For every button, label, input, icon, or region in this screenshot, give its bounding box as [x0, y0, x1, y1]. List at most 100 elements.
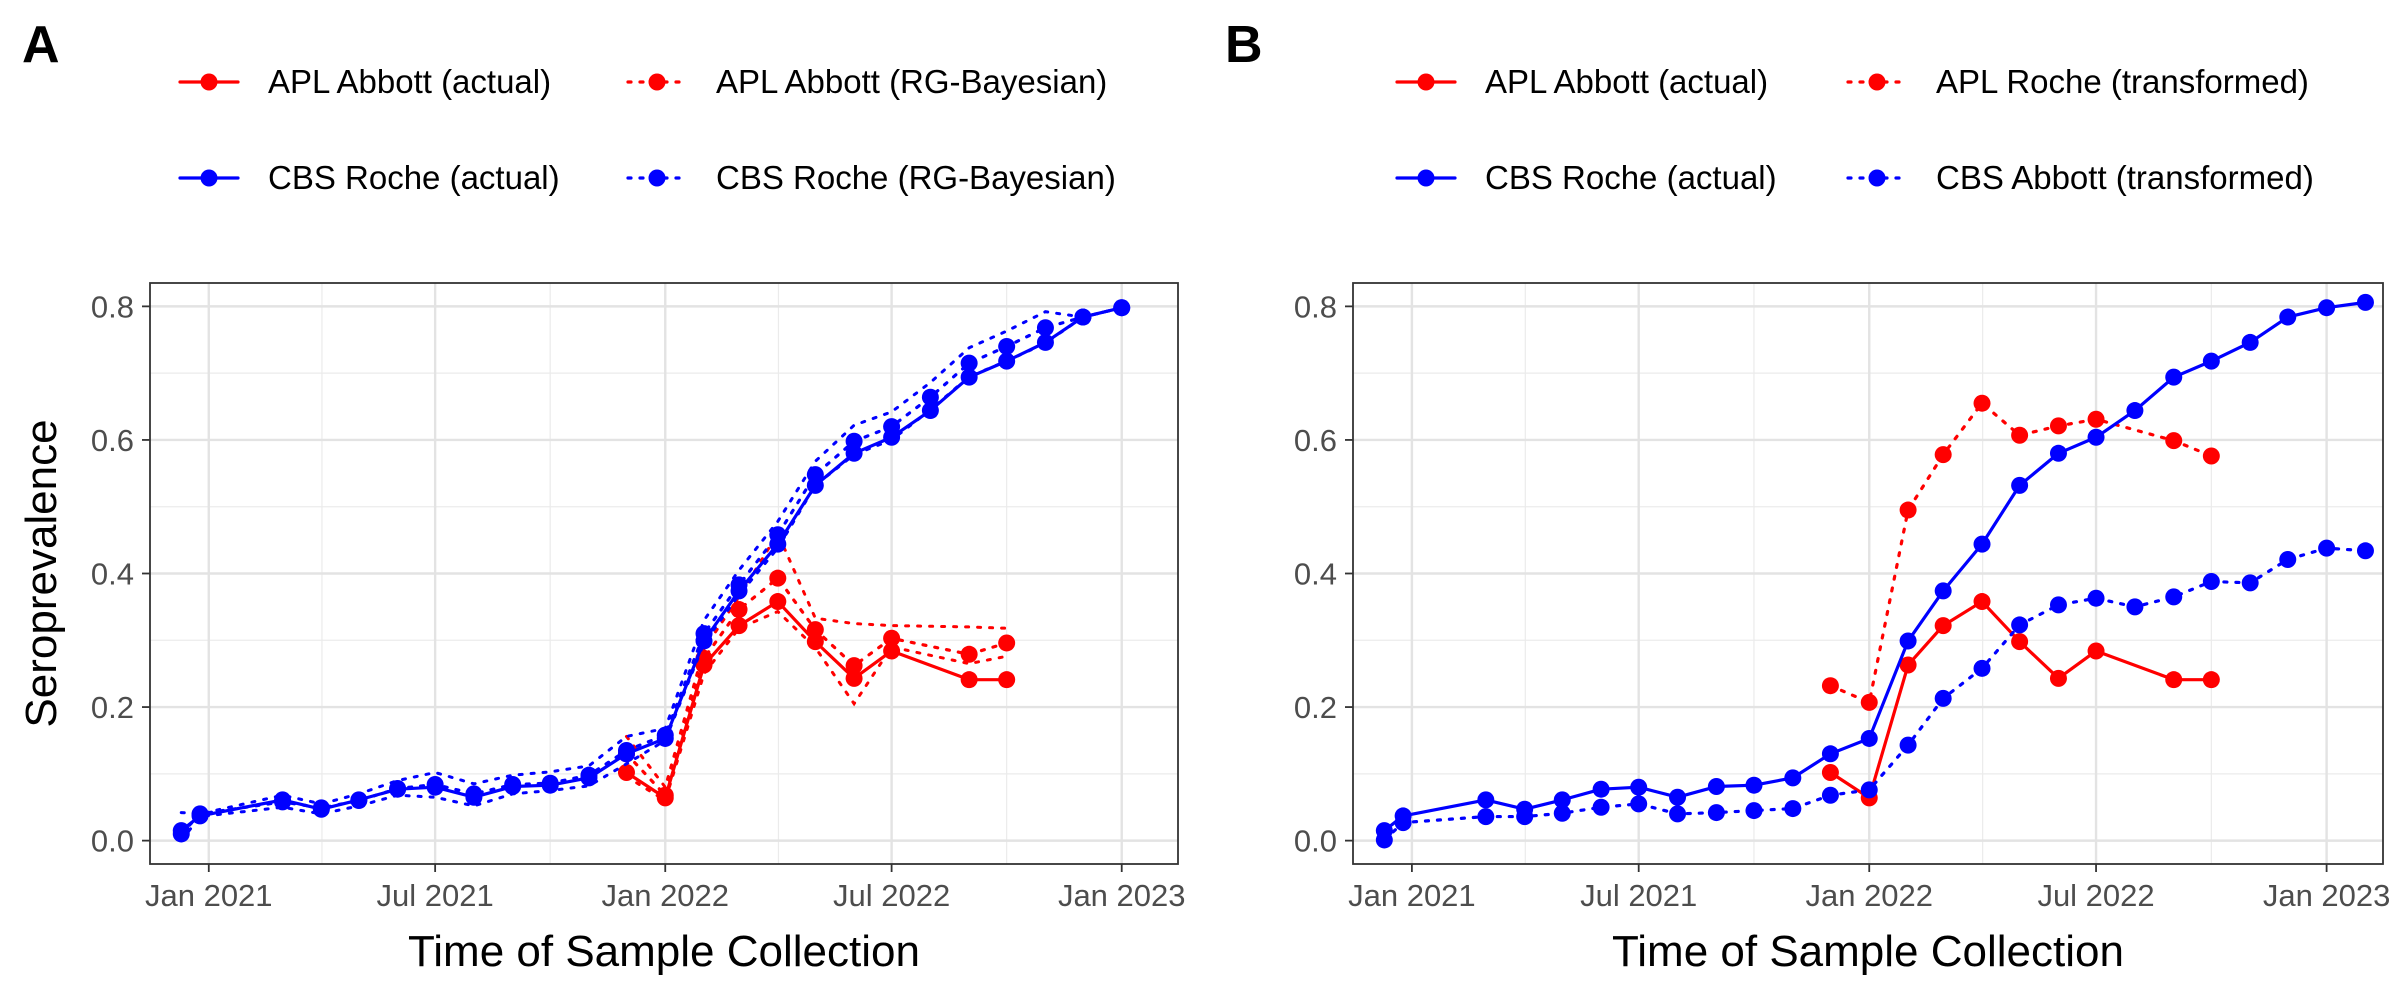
data-point	[730, 576, 748, 594]
data-point	[274, 793, 292, 811]
x-tick-label: Jul 2022	[833, 878, 950, 913]
y-tick-label: 0.0	[1294, 824, 1337, 859]
y-tick-label: 0.8	[91, 289, 134, 324]
data-point	[426, 776, 444, 794]
data-point	[883, 418, 901, 436]
data-point	[2049, 669, 2067, 687]
legend-key-point	[648, 169, 666, 187]
data-point	[1477, 808, 1495, 826]
data-point	[541, 774, 559, 792]
data-point	[883, 629, 901, 647]
data-point	[2011, 426, 2029, 444]
data-point	[1899, 501, 1917, 519]
data-point	[1934, 617, 1952, 635]
data-point	[1036, 333, 1054, 351]
x-tick-label: Jan 2023	[1058, 878, 1186, 913]
data-point	[1934, 689, 1952, 707]
data-point	[1784, 800, 1802, 818]
legend-entry: CBS Roche (actual)	[178, 159, 560, 196]
data-point	[1860, 693, 1878, 711]
data-point	[2165, 671, 2183, 689]
data-point	[730, 617, 748, 635]
data-point	[2011, 616, 2029, 634]
data-point	[1394, 814, 1412, 832]
data-point	[1821, 764, 1839, 782]
data-point	[1375, 831, 1393, 849]
panel-b: 0.0 0.2 0.4 0.6 0.8 Jan 2021 Jul 2021 Jan 2022 J…	[1225, 16, 2390, 976]
data-point	[2356, 542, 2374, 560]
panel-tag: A	[22, 16, 60, 74]
series-lower-bound	[624, 609, 1009, 803]
data-point	[2011, 476, 2029, 494]
panel-tag: B	[1225, 16, 1263, 74]
data-point	[617, 764, 635, 782]
y-tick-label: 0.6	[91, 423, 134, 458]
data-point	[2241, 333, 2259, 351]
data-point	[580, 766, 598, 784]
data-point	[2241, 574, 2259, 592]
data-point	[1821, 786, 1839, 804]
data-point	[2202, 671, 2220, 689]
data-point	[1973, 535, 1991, 553]
series-line	[1828, 599, 2213, 800]
data-point	[2165, 432, 2183, 450]
x-tick-label: Jan 2022	[601, 878, 729, 913]
data-point	[389, 780, 407, 798]
data-point	[172, 825, 190, 843]
data-point	[1860, 729, 1878, 747]
data-point	[998, 671, 1016, 689]
x-tick-label: Jan 2023	[2263, 878, 2391, 913]
series-3	[1375, 539, 2374, 849]
x-tick-label: Jul 2021	[1580, 878, 1697, 913]
legend-label: APL Abbott (actual)	[268, 63, 551, 100]
data-point	[191, 805, 209, 823]
legend-label: APL Abbott (RG-Bayesian)	[716, 63, 1107, 100]
data-point	[2165, 368, 2183, 386]
data-point	[617, 741, 635, 759]
data-point	[2165, 588, 2183, 606]
data-point	[2126, 402, 2144, 420]
data-point	[2279, 308, 2297, 326]
data-point	[1553, 804, 1571, 822]
data-point	[656, 726, 674, 744]
data-point	[845, 432, 863, 450]
data-point	[806, 633, 824, 651]
data-point	[1821, 745, 1839, 763]
y-tick-label: 0.2	[1294, 690, 1337, 725]
data-point	[656, 786, 674, 804]
data-point	[1821, 677, 1839, 695]
data-point	[1973, 659, 1991, 677]
y-tick-label: 0.0	[91, 824, 134, 859]
legend-label: CBS Roche (actual)	[1485, 159, 1777, 196]
data-point	[1899, 632, 1917, 650]
x-tick-label: Jan 2021	[145, 878, 273, 913]
series-1	[1821, 394, 2220, 711]
data-point	[2318, 299, 2336, 317]
legend-entry: APL Roche (transformed)	[1846, 63, 2309, 100]
data-point	[2356, 293, 2374, 311]
data-point	[1707, 804, 1725, 822]
data-point	[1669, 788, 1687, 806]
legend-label: CBS Roche (RG-Bayesian)	[716, 159, 1116, 196]
legend-entry: APL Abbott (actual)	[178, 63, 551, 100]
data-point	[465, 785, 483, 803]
data-point	[769, 526, 787, 544]
data-point	[1745, 802, 1763, 820]
data-point	[2087, 428, 2105, 446]
legend-key-point	[1417, 169, 1435, 187]
data-point	[2279, 550, 2297, 568]
data-point	[1592, 798, 1610, 816]
legend-key-point	[1868, 73, 1886, 91]
series-upper-bound	[624, 530, 1009, 791]
data-point	[1934, 446, 1952, 464]
data-point	[1036, 319, 1054, 337]
data-point	[1745, 776, 1763, 794]
data-point	[806, 621, 824, 639]
legend-entry: CBS Abbott (transformed)	[1846, 159, 2314, 196]
x-tick-label: Jul 2022	[2037, 878, 2154, 913]
legend-key-point	[200, 73, 218, 91]
y-tick-label: 0.2	[91, 690, 134, 725]
data-point	[1973, 394, 1991, 412]
data-point	[806, 466, 824, 484]
data-point	[769, 593, 787, 611]
